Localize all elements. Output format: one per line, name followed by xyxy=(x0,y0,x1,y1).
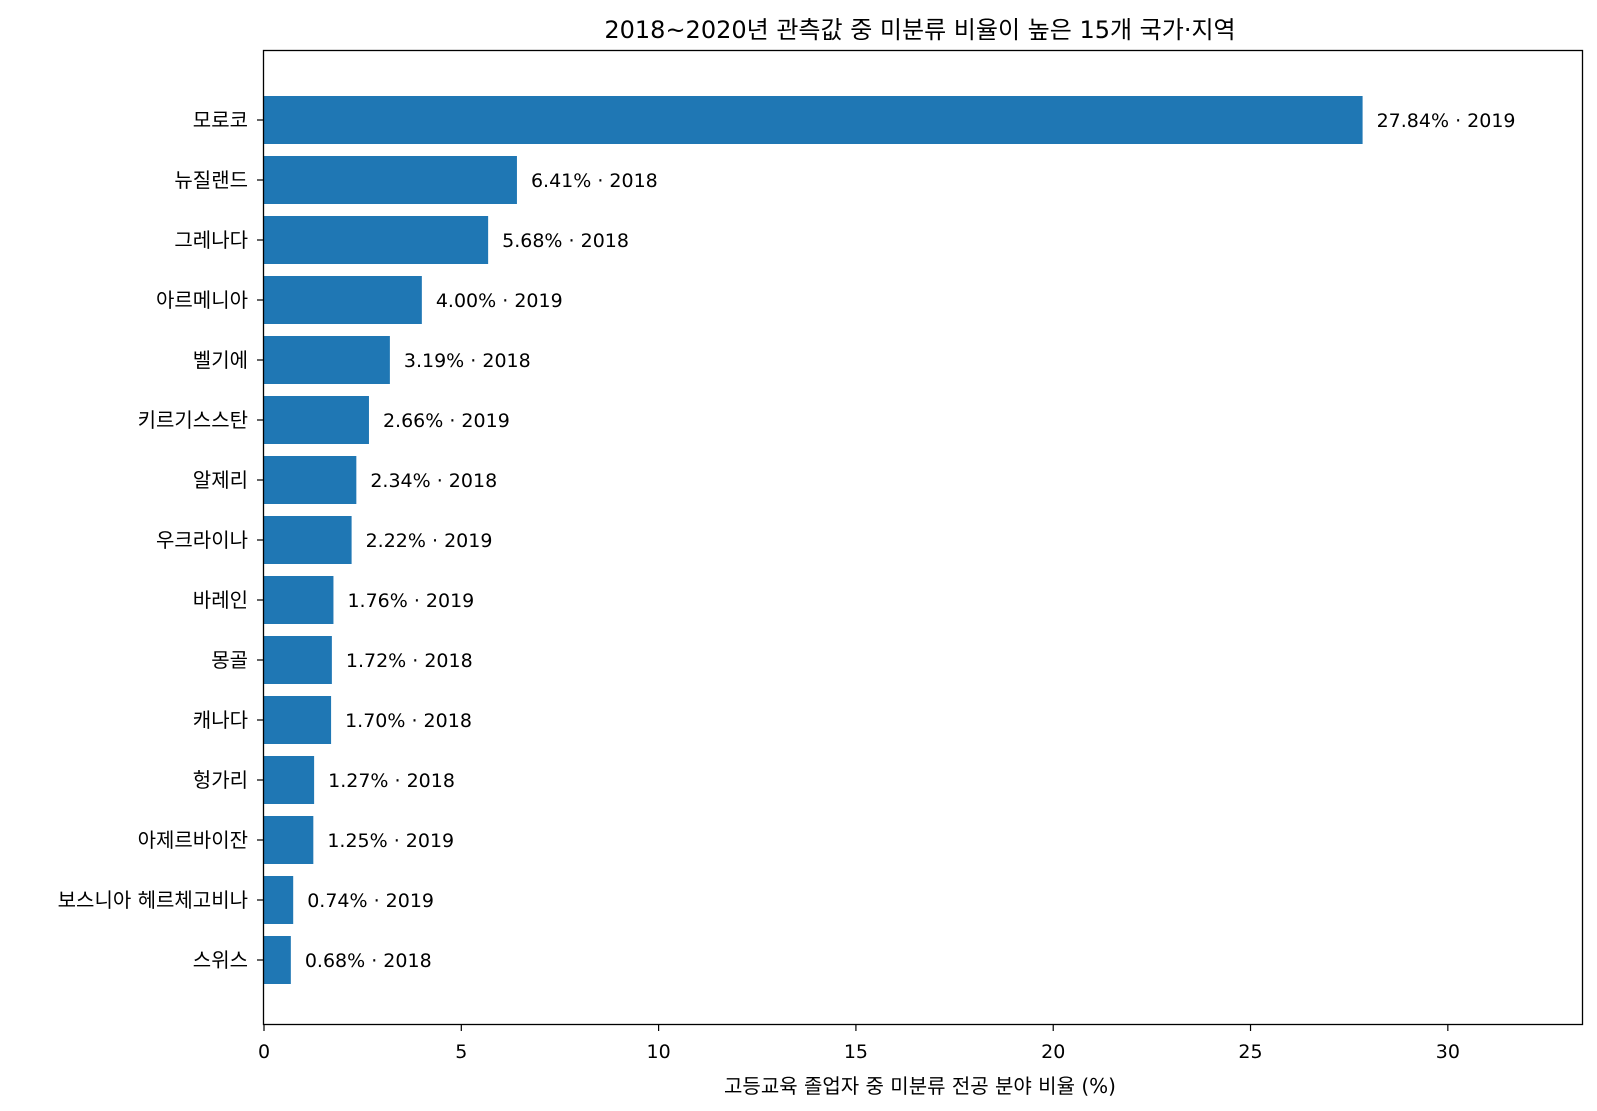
category-label: 우크라이나 xyxy=(156,528,248,552)
data-label: 2.34% · 2018 xyxy=(370,470,497,492)
category-label: 뉴질랜드 xyxy=(174,168,248,192)
data-label: 1.27% · 2018 xyxy=(328,770,455,792)
bar xyxy=(264,696,332,744)
x-axis-label: 고등교육 졸업자 중 미분류 전공 분야 비율 (%) xyxy=(724,1074,1116,1098)
data-label: 0.74% · 2019 xyxy=(307,890,434,912)
data-label: 1.70% · 2018 xyxy=(345,710,472,732)
bar xyxy=(264,636,332,684)
chart-title: 2018~2020년 관측값 중 미분류 비율이 높은 15개 국가·지역 xyxy=(604,16,1235,44)
bar xyxy=(264,456,357,504)
bars-group xyxy=(264,96,1363,984)
bar xyxy=(264,216,489,264)
category-label: 스위스 xyxy=(193,948,248,972)
category-labels: 모로코뉴질랜드그레나다아르메니아벨기에키르기스스탄알제리우크라이나바레인몽골캐나… xyxy=(58,108,264,972)
data-label: 2.66% · 2019 xyxy=(383,410,510,432)
category-label: 키르기스스탄 xyxy=(138,408,248,432)
category-label: 그레나다 xyxy=(174,228,248,252)
x-axis-ticks: 0 5 10 15 20 25 30 xyxy=(258,1024,1460,1063)
data-labels: 27.84% · 2019 6.41% · 2018 5.68% · 2018 4.0… xyxy=(305,110,1516,972)
x-tick-label: 0 xyxy=(258,1041,270,1063)
bar xyxy=(264,516,352,564)
bar xyxy=(264,396,369,444)
x-tick-label: 30 xyxy=(1436,1041,1460,1063)
bar xyxy=(264,156,517,204)
category-label: 모로코 xyxy=(193,108,248,132)
x-tick-label: 5 xyxy=(455,1041,467,1063)
category-label: 벨기에 xyxy=(193,348,248,372)
data-label: 4.00% · 2019 xyxy=(436,290,563,312)
data-label: 2.22% · 2019 xyxy=(366,530,493,552)
bar xyxy=(264,756,315,804)
x-tick-label: 20 xyxy=(1041,1041,1065,1063)
category-label: 아제르바이잔 xyxy=(138,828,248,852)
data-label: 1.76% · 2019 xyxy=(347,590,474,612)
x-tick-label: 15 xyxy=(844,1041,868,1063)
category-label: 몽골 xyxy=(211,648,248,672)
bar xyxy=(264,276,422,324)
x-tick-label: 25 xyxy=(1238,1041,1262,1063)
x-tick-label: 10 xyxy=(647,1041,671,1063)
data-label: 1.72% · 2018 xyxy=(346,650,473,672)
category-label: 보스니아 헤르체고비나 xyxy=(58,888,248,912)
data-label: 5.68% · 2018 xyxy=(502,230,629,252)
bar xyxy=(264,576,334,624)
bar xyxy=(264,876,294,924)
bar xyxy=(264,936,291,984)
data-label: 27.84% · 2019 xyxy=(1377,110,1516,132)
bar xyxy=(264,336,390,384)
bar xyxy=(264,816,314,864)
data-label: 0.68% · 2018 xyxy=(305,950,432,972)
plot-frame xyxy=(262,49,1584,1026)
category-label: 캐나다 xyxy=(193,708,248,732)
category-label: 알제리 xyxy=(193,468,248,492)
data-label: 6.41% · 2018 xyxy=(531,170,658,192)
bar xyxy=(264,96,1363,144)
data-label: 1.25% · 2019 xyxy=(327,830,454,852)
category-label: 바레인 xyxy=(193,588,248,612)
category-label: 헝가리 xyxy=(193,768,248,792)
category-label: 아르메니아 xyxy=(156,288,248,312)
data-label: 3.19% · 2018 xyxy=(404,350,531,372)
